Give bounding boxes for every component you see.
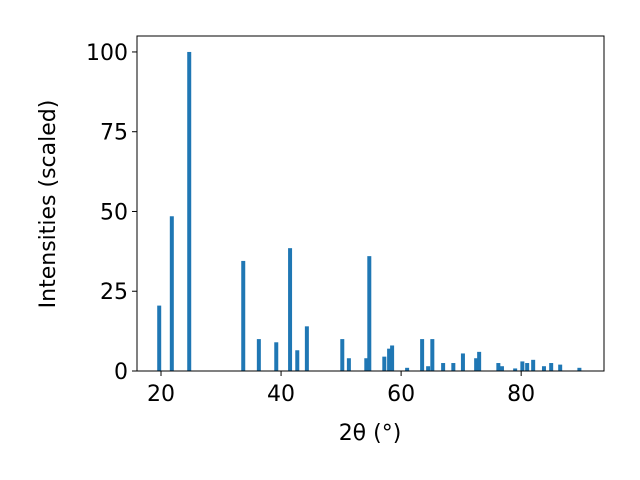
y-tick-label: 50 bbox=[100, 200, 128, 225]
bar bbox=[541, 366, 546, 371]
y-axis-label: Intensities (scaled) bbox=[36, 100, 61, 309]
y-tick-label: 25 bbox=[100, 280, 128, 305]
bar bbox=[520, 361, 525, 371]
x-tick-label: 60 bbox=[387, 382, 415, 407]
bar bbox=[187, 51, 192, 371]
bar bbox=[420, 339, 425, 371]
x-tick-label: 80 bbox=[507, 382, 535, 407]
plot-frame bbox=[136, 35, 605, 372]
bar bbox=[558, 364, 563, 371]
bar bbox=[405, 367, 410, 371]
bar bbox=[513, 368, 518, 371]
bar bbox=[451, 363, 456, 371]
bar bbox=[531, 359, 536, 371]
bar bbox=[460, 353, 465, 371]
x-tick-label: 40 bbox=[267, 382, 295, 407]
bar bbox=[496, 363, 501, 371]
bar bbox=[426, 366, 431, 371]
bar bbox=[382, 356, 387, 371]
bar bbox=[549, 363, 554, 371]
x-tick-label: 20 bbox=[147, 382, 175, 407]
bar bbox=[304, 326, 309, 371]
bar bbox=[364, 358, 369, 371]
x-axis-label: 2θ (°) bbox=[339, 421, 402, 446]
bar bbox=[241, 260, 246, 371]
bar bbox=[157, 305, 162, 371]
bar bbox=[430, 339, 435, 371]
y-tick-label: 75 bbox=[100, 121, 128, 146]
bar bbox=[477, 351, 482, 371]
bar bbox=[256, 339, 261, 371]
bar bbox=[274, 342, 279, 371]
bar bbox=[387, 348, 392, 371]
bar bbox=[390, 345, 395, 371]
bar bbox=[367, 256, 372, 371]
bar bbox=[346, 358, 351, 371]
y-tick-label: 0 bbox=[114, 360, 128, 385]
bar bbox=[577, 367, 582, 371]
bar bbox=[340, 339, 345, 371]
bar bbox=[474, 358, 479, 371]
bar bbox=[525, 363, 530, 371]
bar bbox=[169, 216, 174, 371]
y-tick-label: 100 bbox=[86, 41, 128, 66]
bar bbox=[295, 350, 300, 371]
bar bbox=[499, 366, 504, 371]
bar bbox=[288, 248, 293, 371]
bar bbox=[441, 363, 446, 371]
